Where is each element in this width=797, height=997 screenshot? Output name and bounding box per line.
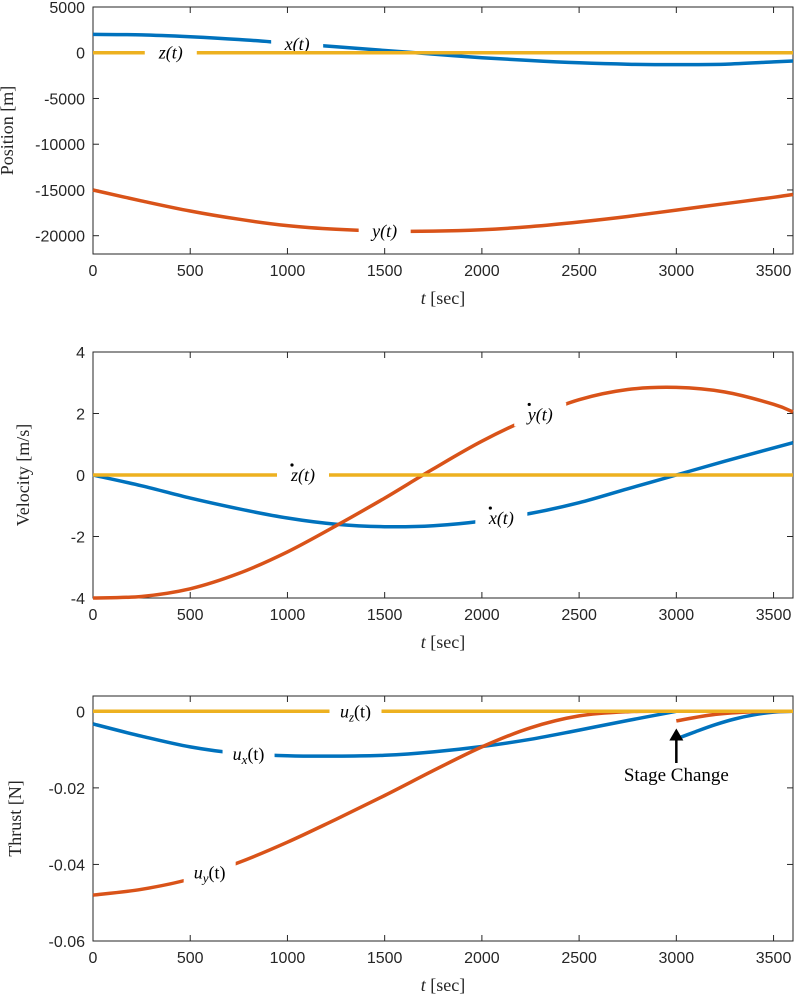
y-axis-label: Velocity [m/s] [13,424,33,526]
axes-box [92,6,794,255]
label-arg: (t) [209,862,226,883]
x-tick-label: 3500 [756,950,792,967]
x-tick-label: 0 [89,263,98,280]
x-tick-label: 3000 [659,607,695,624]
label-arg: (t) [247,744,264,765]
series-xdot-dot-accent [488,506,492,510]
x-tick-label: 1500 [367,263,403,280]
x-tick-label: 3000 [659,263,695,280]
y-axis-label: Thrust [N] [5,780,25,856]
y-tick-label: -4 [71,591,85,608]
x-tick-label: 3000 [659,950,695,967]
label-subscript: y [201,870,209,885]
series-y-label-gap [358,219,411,244]
velocity-panel: 0 500 1000 1500 2000 2500 3000 3500 4 2 0 -2 -4 t [se… [13,345,794,652]
label-subscript: x [241,752,248,767]
x-tick-label: 0 [89,950,98,967]
x-tick-label: 1500 [367,950,403,967]
x-axis-unit: [sec] [430,288,465,308]
y-tick-label: -5000 [44,91,85,108]
y-tick-label: 0 [76,704,85,721]
x-tick-label: 0 [89,607,98,624]
x-tick-label: 500 [177,950,204,967]
label-base: u [340,701,349,721]
annotation-arrowhead [669,728,684,741]
series-x-label-gap [271,31,324,56]
series-x-label: x(t) [284,34,310,55]
x-tick-label: 500 [177,263,204,280]
x-axis-var: t [421,288,431,308]
y-tick-label: 0 [76,468,85,485]
axes-box [92,695,794,942]
x-tick-label: 2500 [561,607,597,624]
series-z-label-gap [144,40,197,65]
y-axis-label: Position [m] [0,86,17,176]
series-xdot-line [92,441,794,529]
position-panel: 0 500 1000 1500 2000 2500 3000 3500 5000 0 -5000 -1… [0,0,794,308]
y-tick-label: -0.04 [49,857,86,874]
series-xdot-label: x(t) [488,508,514,529]
series-uy-label-gap [183,860,236,885]
x-tick-label: 500 [177,607,204,624]
x-tick-label: 2000 [464,950,500,967]
series-y-line [92,188,794,234]
y-tick-label: 2 [76,407,85,424]
x-axis-var: t [421,975,431,995]
series-zdot-label: z(t) [290,465,315,486]
annotation-text: Stage Change [624,765,729,786]
series-uy-line [92,709,677,897]
series-ux-line [92,709,677,758]
y-tick-label: -0.06 [49,934,86,951]
x-axis-var: t [421,632,431,652]
x-axis-unit: [sec] [430,632,465,652]
series-ydot-dot-accent [527,402,531,407]
x-axis-label: t [sec] [421,975,466,995]
label-base: u [233,744,242,764]
series-z-label: z(t) [158,43,183,64]
series-ux-label-gap [222,741,275,766]
x-tick-label: 1000 [270,950,306,967]
series-uy-label: uy(t) [194,862,226,885]
x-axis-label: t [sec] [421,632,466,652]
x-tick-label: 2500 [561,950,597,967]
label-base: u [194,862,203,882]
x-axis-label: t [sec] [421,288,466,308]
y-tick-label: -2 [71,530,85,547]
series-zdot-label-gap [277,463,329,487]
thrust-panel: 0 500 1000 1500 2000 2500 3000 3500 0 -0.02 -0.04 -… [5,695,794,995]
x-tick-label: 2000 [464,263,500,280]
series-ydot-line [92,385,794,600]
x-tick-label: 1500 [367,607,403,624]
x-tick-label: 3500 [756,607,792,624]
x-tick-label: 2500 [561,263,597,280]
y-tick-label: -20000 [35,229,85,246]
series-y-label: y(t) [370,221,397,242]
x-tick-label: 3500 [756,263,792,280]
y-tick-label: 0 [76,46,85,63]
series-ydot-label: y(t) [526,404,553,425]
label-arg: (t) [354,701,371,722]
x-axis-unit: [sec] [430,975,465,995]
y-tick-label: 4 [76,345,85,362]
series-uz-label-gap [329,699,382,724]
series-x-line [92,32,794,67]
series-ydot-label-gap [514,402,567,427]
y-tick-label: -10000 [35,137,85,154]
x-tick-label: 1000 [270,263,306,280]
series-zdot-dot-accent [290,463,294,467]
x-tick-label: 1000 [270,607,306,624]
x-tick-label: 2000 [464,607,500,624]
label-subscript: z [348,709,354,724]
series-uz-label: uz(t) [340,701,371,724]
y-tick-label: 5000 [49,0,85,17]
series-ux-label: ux(t) [233,744,265,767]
y-tick-label: -0.02 [49,781,86,798]
y-tick-label: -15000 [35,183,85,200]
series-xdot-label-gap [475,506,528,531]
series-ux-line-stage2 [675,709,794,741]
